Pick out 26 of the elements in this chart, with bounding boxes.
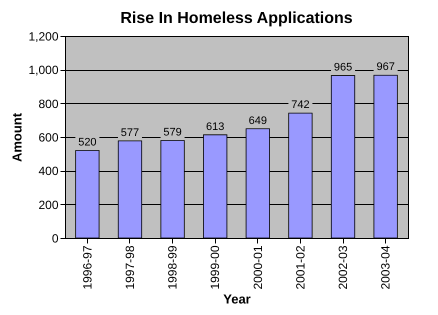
y-tick-label: 400: [38, 164, 59, 178]
x-tick-label: 2000-01: [250, 245, 265, 290]
x-axis-title: Year: [223, 292, 251, 307]
x-tick-label: 2002-03: [336, 245, 350, 290]
x-tick-label: 1998-99: [166, 245, 180, 290]
y-tick-label: 200: [38, 198, 59, 212]
y-tick-label: 800: [38, 96, 59, 111]
chart-title: Rise In Homeless Applications: [120, 10, 353, 27]
data-label: 967: [376, 61, 395, 74]
data-label: 613: [206, 120, 224, 133]
y-axis-title: Amount: [9, 112, 24, 162]
x-tick-label: 1997-98: [122, 245, 137, 290]
data-label: 520: [78, 136, 97, 148]
data-label: 579: [163, 126, 182, 139]
data-label: 577: [120, 126, 140, 139]
data-label: 742: [291, 99, 310, 112]
x-tick-label: 1996-97: [80, 245, 94, 290]
y-tick-label: 600: [38, 130, 59, 144]
x-tick-label: 1999-00: [208, 245, 222, 290]
data-label: 965: [334, 62, 352, 74]
x-tick-label: 2003-04: [378, 245, 393, 290]
y-tick-label: 0: [52, 232, 59, 246]
data-label: 649: [248, 114, 267, 127]
y-tick-label: 1,200: [28, 30, 59, 44]
y-tick-label: 1,000: [28, 63, 59, 78]
x-tick-label: 2001-02: [293, 245, 308, 290]
